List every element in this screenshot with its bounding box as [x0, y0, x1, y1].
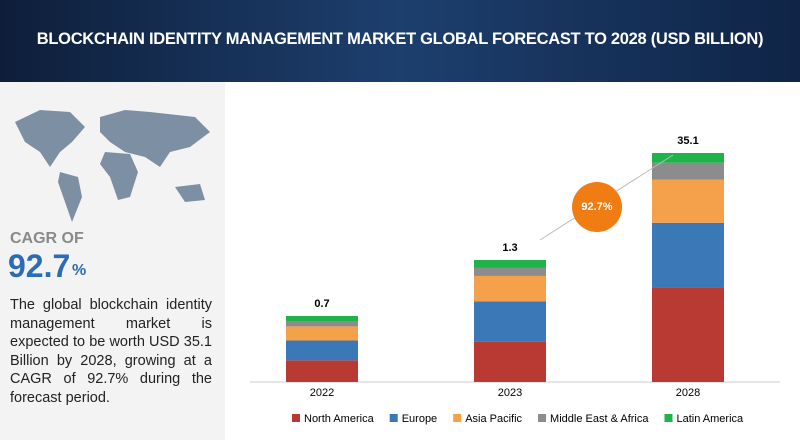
bar-segment — [652, 287, 724, 382]
bar-segment — [474, 275, 546, 302]
legend-label: Middle East & Africa — [550, 413, 649, 425]
legend-label: Asia Pacific — [465, 413, 522, 425]
header — [0, 0, 800, 82]
legend-swatch — [389, 414, 398, 422]
x-tick-label: 2022 — [310, 387, 334, 399]
legend-label: Latin America — [676, 413, 744, 425]
bar-segment — [286, 326, 358, 341]
side-panel: CAGR OF 92.7 % The global blockchain ide… — [0, 82, 225, 440]
cagr-value: 92.7 — [8, 248, 71, 284]
world-map — [15, 110, 210, 222]
bar-segment — [652, 222, 724, 288]
legend-label: Europe — [402, 413, 437, 425]
bar-segment — [286, 316, 358, 322]
bar-segment — [652, 179, 724, 223]
description: The global blockchain identity managemen… — [10, 297, 212, 406]
bar-segment — [474, 260, 546, 268]
bar-segment — [286, 321, 358, 327]
bar-segment — [286, 360, 358, 382]
total-label: 0.7 — [314, 298, 329, 310]
bar-segment — [286, 340, 358, 361]
bar-segment — [652, 153, 724, 163]
legend-swatch — [292, 414, 300, 422]
x-tick-label: 2023 — [498, 387, 522, 399]
total-label: 35.1 — [677, 135, 698, 147]
legend-swatch — [664, 414, 673, 422]
chart-title: BLOCKCHAIN IDENTITY MANAGEMENT MARKET GL… — [36, 30, 764, 48]
legend-swatch — [538, 414, 547, 422]
cagr-label: CAGR OF — [10, 230, 84, 247]
cagr-bubble-label: 92.7% — [581, 201, 612, 213]
bar-segment — [474, 341, 546, 382]
legend-label: North America — [304, 413, 375, 425]
cagr-unit: % — [72, 262, 87, 279]
x-tick-label: 2028 — [676, 387, 700, 399]
total-label: 1.3 — [502, 242, 517, 254]
bar-segment — [474, 301, 546, 342]
bar-segment — [474, 267, 546, 276]
bar-segment — [652, 162, 724, 180]
legend-swatch — [453, 414, 462, 422]
cagr-bubble — [572, 182, 622, 232]
